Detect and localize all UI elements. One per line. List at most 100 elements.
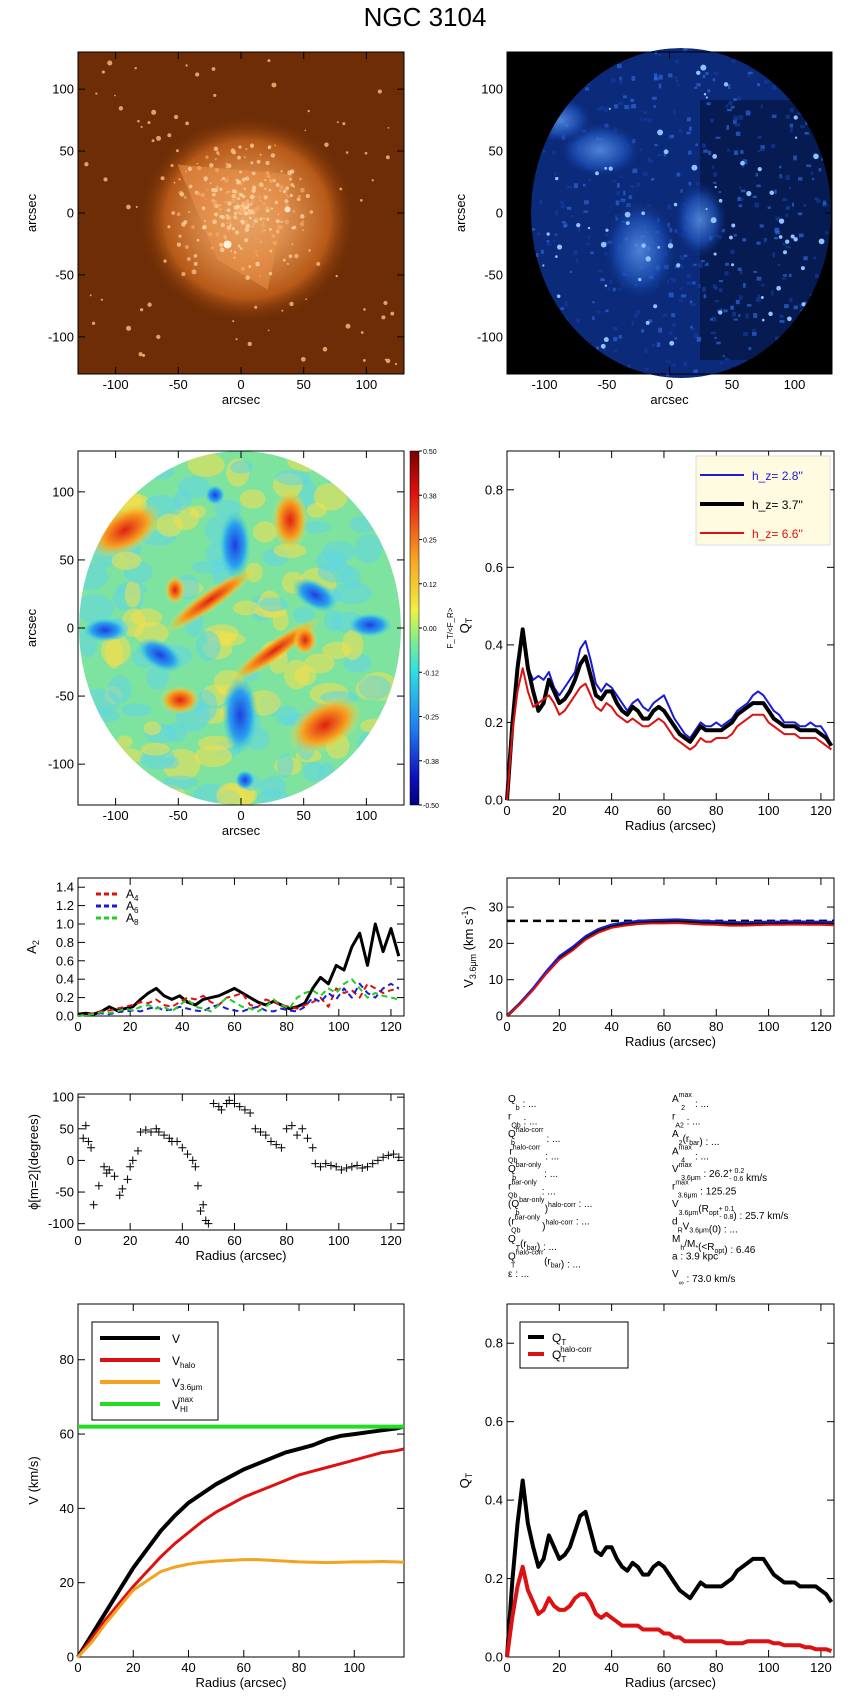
residual-pixel — [636, 309, 641, 315]
force-texture — [377, 745, 401, 764]
scatter-point — [188, 1156, 197, 1165]
x-tick-label: 100 — [758, 1019, 780, 1034]
residual-star — [718, 198, 723, 203]
galaxy-pixel — [296, 197, 301, 202]
colorbar-tick-label: -0.25 — [423, 715, 439, 722]
residual-pixel — [771, 144, 776, 149]
y-tick-label: 0.0 — [485, 1650, 503, 1665]
galaxy-pixel — [224, 209, 227, 212]
galaxy-pixel — [224, 178, 229, 183]
legend-label: Vhalo — [172, 1354, 196, 1370]
residual-pixel — [774, 237, 778, 240]
galaxy-pixel — [289, 177, 292, 181]
scatter-point — [261, 1131, 270, 1140]
galaxy-pixel — [220, 222, 225, 228]
force-positive-region — [272, 490, 308, 550]
residual-pixel — [726, 125, 729, 130]
residual-pixel — [757, 150, 760, 153]
galaxy-pixel — [213, 146, 219, 152]
star-point — [84, 162, 89, 167]
star-point — [309, 210, 314, 214]
residual-pixel — [684, 254, 688, 258]
residual-disk — [531, 48, 831, 378]
scatter-point — [209, 1099, 218, 1108]
star-point — [232, 320, 235, 323]
residual-pixel — [560, 204, 566, 209]
scatter-point — [133, 1146, 142, 1155]
star-point — [170, 164, 174, 168]
star-point — [147, 302, 152, 307]
residual-pixel — [560, 307, 565, 310]
star-point — [267, 329, 270, 332]
y-tick-label: 1.4 — [56, 880, 74, 895]
residual-pixel — [566, 185, 572, 189]
legend-label: h_z= 3.7'' — [752, 498, 803, 512]
residual-pixel — [644, 368, 649, 371]
residual-pixel — [797, 112, 803, 115]
galaxy-pixel — [225, 164, 230, 169]
colorbar — [409, 450, 420, 806]
star-point — [322, 346, 328, 352]
residual-star — [782, 250, 788, 255]
residual-pixel — [720, 361, 723, 365]
residual-pixel — [651, 343, 655, 347]
series-line — [77, 922, 401, 1016]
x-axis-label: arcsec — [222, 392, 261, 407]
residual-pixel — [651, 96, 657, 100]
galaxy-pixel — [210, 246, 214, 250]
residual-star — [705, 96, 708, 99]
residual-pixel — [748, 346, 752, 351]
legend-label: QThalo-corr — [552, 1345, 592, 1364]
residual-pixel — [686, 117, 691, 122]
scatter-point — [358, 1164, 367, 1173]
residual-star — [608, 166, 613, 171]
galaxy-pixel — [249, 194, 255, 200]
residual-pixel — [662, 313, 668, 317]
info-right-row: Amax 2 : ... — [672, 1092, 709, 1112]
chart-qt-halo: 0 20 40 60 80 100 120 0.0 0.2 0.4 0.6 0.8 Radius (ar… — [457, 1303, 835, 1690]
residual-star — [587, 226, 591, 230]
scatter-point — [126, 1162, 135, 1171]
galaxy-pixel — [261, 223, 266, 228]
galaxy-pixel — [262, 201, 266, 206]
residual-star — [576, 223, 581, 228]
galaxy-pixel — [263, 217, 265, 220]
galaxy-pixel — [248, 265, 252, 269]
residual-pixel — [672, 363, 676, 368]
y-tick-label: 0 — [67, 621, 74, 636]
residual-star — [768, 311, 773, 317]
galaxy-pixel — [176, 212, 181, 217]
galaxy-pixel — [233, 205, 238, 210]
residual-star — [760, 296, 764, 299]
residual-pixel — [733, 98, 737, 102]
residual-pixel — [570, 214, 574, 218]
force-negative-region — [348, 613, 392, 637]
galaxy-pixel — [275, 183, 280, 187]
scatter-point — [277, 1143, 286, 1152]
legend-label: A6 — [126, 899, 139, 915]
scatter-point — [256, 1127, 265, 1136]
y-tick-label: 0.0 — [56, 1009, 74, 1024]
residual-pixel — [673, 110, 676, 115]
chart-phase-m2: 0 20 40 60 80 100 120 100 50 0 -50 -100 Radius (arcs… — [26, 1090, 405, 1263]
galaxy-pixel — [218, 203, 222, 207]
star-point — [289, 301, 294, 307]
residual-star — [667, 243, 674, 249]
galaxy-pixel — [226, 225, 231, 230]
y-tick-label: 100 — [481, 82, 503, 97]
x-tick-label: 80 — [709, 1660, 723, 1675]
residual-pixel — [674, 59, 679, 64]
x-tick-label: 50 — [296, 377, 310, 392]
residual-pixel — [613, 326, 618, 330]
residual-pixel — [738, 204, 743, 208]
force-negative-region — [222, 675, 258, 755]
galaxy-pixel — [285, 194, 288, 197]
galaxy-pixel — [233, 211, 238, 216]
star-point — [342, 122, 346, 126]
residual-pixel — [616, 64, 622, 69]
residual-pixel — [677, 84, 680, 87]
star-point — [135, 205, 138, 209]
chart-qt-hz: 0 20 40 60 80 100 120 0.0 0.2 0.4 0.6 0.8 Radius (ar… — [457, 450, 835, 833]
residual-pixel — [752, 328, 756, 332]
galaxy-pixel — [193, 254, 198, 258]
